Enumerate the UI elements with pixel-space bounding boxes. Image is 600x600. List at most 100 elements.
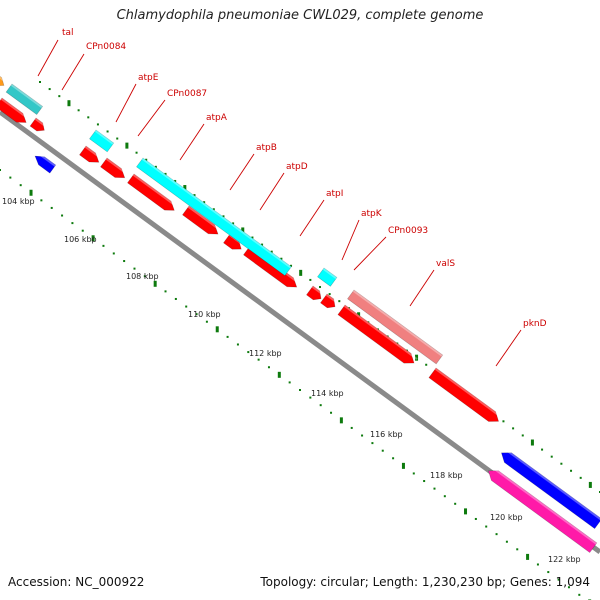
tick-mark — [40, 199, 43, 202]
gene-label-atpi: atpI — [326, 189, 343, 199]
tick-mark — [495, 533, 498, 536]
leader-line — [259, 172, 285, 211]
feature-red-12 — [428, 367, 503, 422]
map-title: Chlamydophila pneumoniae CWL029, complet… — [116, 8, 484, 23]
tick-mark — [174, 179, 177, 182]
tick-mark — [530, 439, 534, 446]
kbp-label-112: 112 kbp — [249, 349, 282, 358]
tick-mark — [536, 563, 539, 566]
tick-mark — [232, 222, 235, 225]
tick-mark — [143, 275, 146, 278]
tick-mark — [350, 426, 353, 429]
feature-cyan-long — [136, 157, 292, 277]
kbp-label-120: 120 kbp — [490, 513, 523, 522]
tick-mark — [19, 184, 22, 187]
tick-mark — [164, 172, 167, 175]
accession-text: Accession: NC_000922 — [8, 575, 145, 589]
tick-mark — [309, 278, 312, 281]
tick-mark — [361, 434, 364, 437]
tick-mark — [67, 100, 71, 107]
label-leaders — [37, 39, 522, 367]
feature-red-5 — [127, 173, 178, 211]
tick-mark — [236, 343, 239, 346]
feature-red-6 — [182, 205, 222, 235]
kbp-label-118: 118 kbp — [430, 471, 463, 480]
tick-mark — [212, 208, 215, 211]
tick-mark — [526, 553, 530, 560]
tick-mark — [112, 252, 115, 255]
tick-mark — [58, 95, 61, 98]
tick-mark — [183, 185, 187, 192]
tick-mark — [277, 371, 281, 378]
tick-mark — [290, 264, 293, 267]
leader-line — [137, 99, 166, 137]
tick-mark — [29, 189, 33, 196]
kbp-label-108: 108 kbp — [126, 272, 159, 281]
tick-mark — [502, 420, 505, 423]
feature-red-4 — [100, 157, 128, 179]
tick-mark — [319, 286, 321, 288]
tick-mark — [516, 548, 519, 551]
leader-line — [409, 269, 435, 307]
tick-mark — [464, 508, 468, 515]
tick-mark — [474, 517, 477, 520]
tick-mark — [423, 480, 426, 483]
tick-mark — [133, 267, 136, 270]
tick-mark — [299, 269, 303, 276]
tick-mark — [77, 109, 80, 112]
tick-mark — [203, 201, 206, 204]
kbp-label-110: 110 kbp — [188, 310, 221, 319]
tick-mark — [106, 130, 109, 133]
tick-mark — [270, 250, 273, 253]
leader-line — [299, 199, 325, 237]
tick-mark — [330, 411, 333, 414]
gene-labels: tal CPn0084 atpE CPn0087 atpA atpB atpD … — [62, 28, 547, 329]
feature-cyan-small — [317, 267, 338, 287]
tick-mark — [222, 215, 225, 218]
tick-mark — [116, 137, 119, 140]
tick-mark — [154, 165, 157, 168]
tick-mark — [185, 305, 188, 308]
tick-mark — [267, 366, 270, 369]
leader-line — [229, 153, 255, 191]
tick-mark — [550, 455, 553, 458]
tick-mark — [309, 396, 312, 399]
tick-mark — [48, 88, 51, 91]
tick-mark — [247, 351, 250, 354]
gene-label-vals: valS — [436, 259, 455, 269]
feature-red-2 — [29, 117, 48, 132]
tick-mark — [443, 495, 446, 498]
tick-mark — [164, 290, 167, 293]
feature-red-10 — [320, 293, 339, 309]
tick-mark — [257, 358, 260, 361]
feature-blue-1 — [34, 152, 57, 174]
feature-red-11 — [337, 304, 418, 364]
tick-mark — [567, 586, 570, 589]
tick-mark — [174, 297, 177, 300]
tick-mark — [39, 81, 41, 83]
tick-mark — [454, 502, 457, 505]
feature-salmon-vals — [347, 289, 444, 365]
tick-mark — [512, 427, 515, 430]
tick-mark — [319, 404, 322, 407]
tick-mark — [123, 260, 126, 263]
tick-mark — [251, 236, 254, 239]
kbp-label-116: 116 kbp — [370, 430, 403, 439]
tick-mark — [338, 300, 341, 303]
tick-mark — [547, 571, 550, 574]
tick-mark — [102, 244, 105, 247]
tick-mark — [541, 448, 544, 451]
tick-mark — [215, 326, 219, 333]
feature-red-9 — [306, 285, 325, 301]
tick-mark — [299, 389, 301, 391]
kbp-label-104: 104 kbp — [2, 197, 35, 206]
tick-mark — [261, 243, 264, 246]
leader-line — [495, 329, 522, 367]
tick-mark — [145, 158, 148, 161]
tick-mark — [381, 449, 384, 452]
tick-mark — [81, 229, 84, 232]
tick-mark — [61, 214, 64, 217]
tick-mark — [50, 206, 53, 209]
tick-mark — [588, 481, 592, 488]
feature-magenta — [488, 466, 598, 553]
